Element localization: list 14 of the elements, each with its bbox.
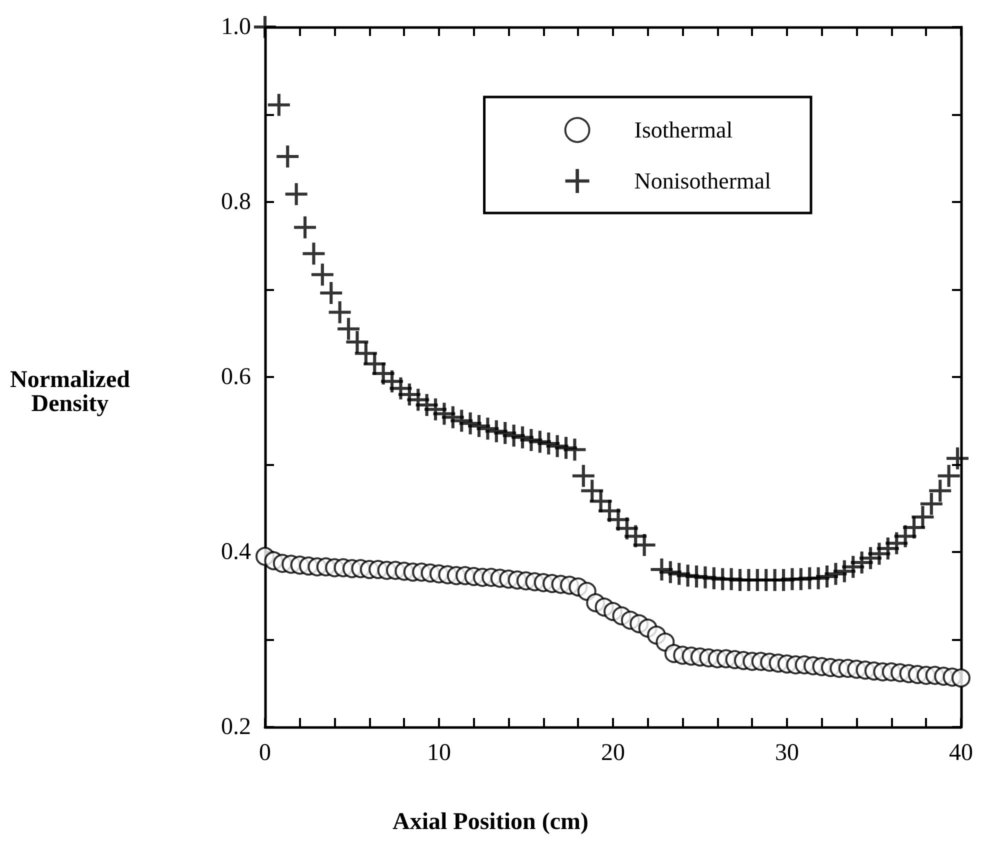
y-tick-label: 0.6 bbox=[221, 364, 251, 390]
legend-label: Nonisothermal bbox=[634, 168, 772, 194]
y-axis-title: Normalized Density bbox=[10, 367, 131, 417]
x-tick-label: 40 bbox=[949, 740, 973, 766]
y-tick-label: 0.2 bbox=[221, 714, 251, 740]
y-tick-label: 0.8 bbox=[221, 189, 251, 215]
x-axis-title: Axial Position (cm) bbox=[392, 809, 588, 835]
x-tick-label: 30 bbox=[775, 740, 799, 766]
x-tick-label: 10 bbox=[427, 740, 451, 766]
x-tick-label: 20 bbox=[601, 740, 625, 766]
legend-label: Isothermal bbox=[634, 118, 733, 142]
y-tick-label: 1.0 bbox=[221, 14, 251, 40]
y-tick-label: 0.4 bbox=[221, 539, 251, 565]
x-tick-label: 0 bbox=[259, 740, 271, 766]
